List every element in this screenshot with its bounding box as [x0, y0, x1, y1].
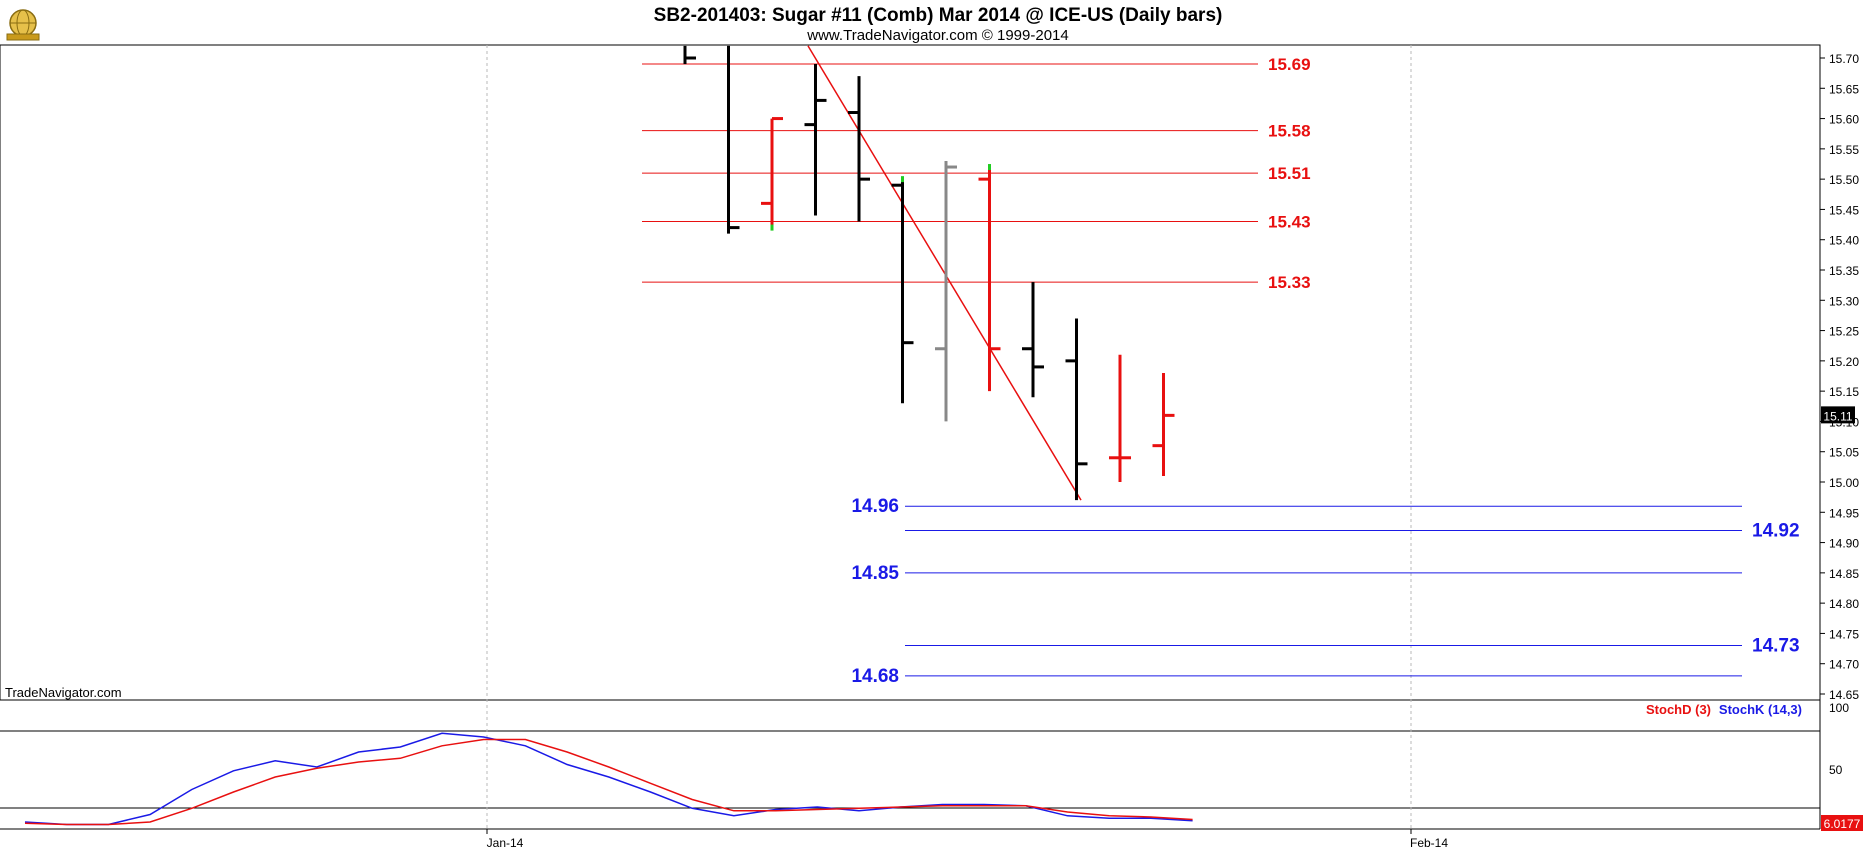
ohlc-bar: [891, 179, 914, 404]
price-tick-label: 15.55: [1829, 143, 1859, 157]
signal-marker: [988, 164, 991, 171]
price-tick-label: 15.70: [1829, 52, 1859, 66]
legend-stochk: StochK (14,3): [1719, 702, 1802, 717]
ohlc-bar: [1022, 282, 1044, 398]
blue-level-label: 14.73: [1752, 636, 1800, 657]
last-price-label: 15.11: [1823, 409, 1852, 423]
bars-layer: [683, 45, 1175, 501]
price-tick-label: 14.75: [1829, 627, 1859, 641]
stoch-last-box: [1821, 815, 1863, 831]
chart-title: SB2-201403: Sugar #11 (Comb) Mar 2014 @ …: [654, 5, 1223, 26]
red-level-label: 15.58: [1268, 122, 1311, 141]
stoch-line: [24, 738, 1193, 826]
ohlc-bar: [935, 160, 957, 422]
price-tick-label: 15.50: [1829, 173, 1859, 187]
signal-marker: [901, 176, 904, 183]
price-tick-label: 14.85: [1829, 567, 1859, 581]
ohlc-bar: [683, 45, 696, 65]
ohlc-bar: [1152, 372, 1175, 476]
price-tick-label: 15.40: [1829, 234, 1859, 248]
stoch-last-label: 6.0177: [1824, 817, 1861, 831]
price-tick-label: 15.35: [1829, 264, 1859, 278]
signal-marker: [770, 224, 774, 231]
grid-layer: [486, 45, 1412, 829]
ohlc-bar: [978, 167, 1001, 392]
date-tick-label: Jan-14: [487, 836, 524, 850]
price-tick-label: 15.65: [1829, 82, 1859, 96]
red-level-label: 15.43: [1268, 213, 1311, 232]
ohlc-bar: [727, 45, 740, 234]
blue-level-label: 14.96: [851, 496, 899, 517]
stochastics-layer: 100 50 6.0177: [24, 701, 1863, 831]
price-tick-label: 15.60: [1829, 113, 1859, 127]
chart-subtitle: www.TradeNavigator.com © 1999-2014: [806, 27, 1068, 44]
trade-navigator-globe-icon: [6, 9, 40, 41]
date-tick-label: Feb-14: [1410, 836, 1448, 850]
price-tick-label: 15.05: [1829, 446, 1859, 460]
blue-level-label: 14.85: [851, 563, 899, 584]
legend-stochd: StochD (3): [1646, 702, 1711, 717]
ohlc-bar: [848, 76, 870, 222]
ohlc-bar: [1065, 318, 1088, 501]
price-axis-labels: 15.70 15.65 15.60 15.55 15.50 15.45 15.40 15.35…: [1820, 52, 1859, 702]
price-tick-label: 14.70: [1829, 658, 1859, 672]
price-tick-label: 15.00: [1829, 476, 1859, 490]
red-level-label: 15.51: [1268, 164, 1311, 183]
ohlc-bar: [761, 117, 783, 228]
red-level-label: 15.33: [1268, 273, 1311, 292]
price-tick-label: 14.95: [1829, 506, 1859, 520]
ohlc-bar: [1109, 354, 1131, 482]
price-tick-label: 15.20: [1829, 355, 1859, 369]
price-tick-label: 15.25: [1829, 325, 1859, 339]
levels-layer: 15.69 15.58 15.51 15.43 15.33 14.96 14.85 14.68…: [642, 55, 1800, 687]
price-tick-label: 15.15: [1829, 385, 1859, 399]
date-axis-labels: Jan-14 Feb-14: [486, 829, 1448, 850]
stoch-tick-label: 100: [1829, 701, 1849, 715]
last-price-box: [1821, 406, 1855, 424]
price-tick-label: 15.30: [1829, 294, 1859, 308]
blue-level-label: 14.92: [1752, 520, 1800, 541]
watermark-text: TradeNavigator.com: [5, 685, 122, 700]
blue-level-label: 14.68: [851, 666, 899, 687]
price-tick-label: 14.65: [1829, 688, 1859, 702]
stoch-line: [24, 732, 1193, 826]
price-tick-label: 14.90: [1829, 537, 1859, 551]
price-tick-label: 14.80: [1829, 597, 1859, 611]
price-panel-frame: [0, 44, 1821, 701]
red-level-label: 15.69: [1268, 55, 1311, 74]
stoch-tick-label: 50: [1829, 763, 1843, 777]
price-tick-label: 15.45: [1829, 203, 1859, 217]
ohlc-bar: [804, 64, 827, 216]
